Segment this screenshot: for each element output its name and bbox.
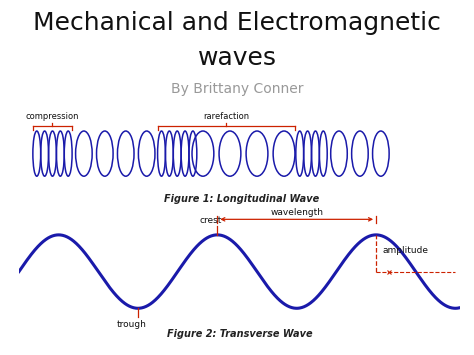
Text: trough: trough: [117, 320, 146, 329]
Text: By Brittany Conner: By Brittany Conner: [171, 82, 303, 95]
Text: waves: waves: [198, 46, 276, 70]
Text: amplitude: amplitude: [383, 246, 428, 255]
Text: rarefaction: rarefaction: [203, 113, 249, 121]
Text: Mechanical and Electromagnetic: Mechanical and Electromagnetic: [33, 11, 441, 35]
Text: crest: crest: [200, 216, 222, 225]
Text: compression: compression: [26, 113, 79, 121]
Text: Figure 1: Longitudinal Wave: Figure 1: Longitudinal Wave: [164, 194, 319, 204]
Text: wavelength: wavelength: [270, 208, 323, 217]
Text: Figure 2: Transverse Wave: Figure 2: Transverse Wave: [166, 329, 312, 339]
